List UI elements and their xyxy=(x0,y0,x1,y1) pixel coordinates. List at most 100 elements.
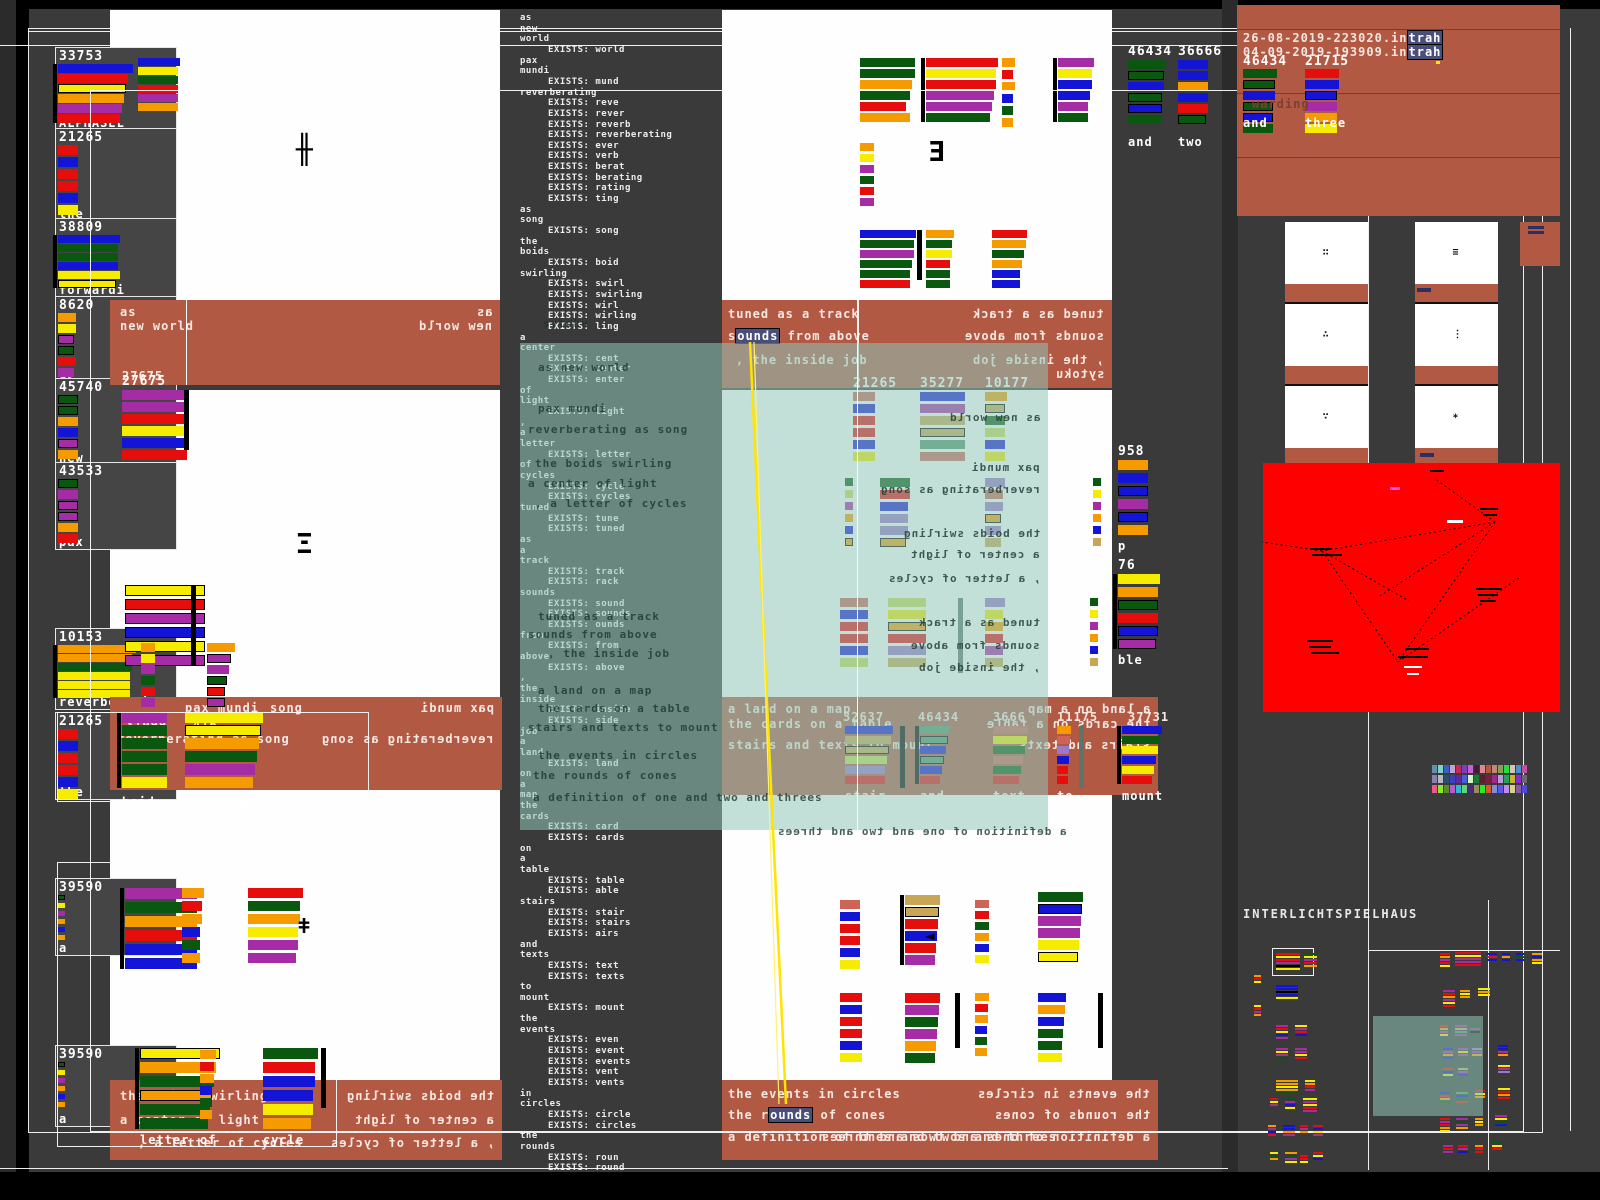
minimap-strip xyxy=(1276,997,1298,999)
color-bar xyxy=(122,390,187,400)
color-bar xyxy=(1057,776,1068,784)
sudoku-cell[interactable]: ∷ xyxy=(1285,222,1368,284)
bottom-bar xyxy=(0,1172,1600,1200)
graph-node-mark xyxy=(1398,656,1428,658)
palette-square xyxy=(1486,765,1491,773)
minimap-strip xyxy=(1303,1110,1317,1112)
color-bar xyxy=(1305,113,1337,122)
minimap-strip xyxy=(1276,1051,1288,1053)
minimap-strip xyxy=(1285,1152,1297,1154)
color-bar xyxy=(1243,69,1277,78)
minimap-strip xyxy=(1487,959,1497,961)
exists-item: EXISTS: ling xyxy=(548,321,620,332)
bar-cluster xyxy=(58,145,78,215)
minimap-strip xyxy=(1498,1088,1510,1090)
color-bar xyxy=(1178,93,1208,102)
minimap-strip xyxy=(1478,991,1490,993)
color-bar xyxy=(926,113,990,122)
exists-item: EXISTS: swirling xyxy=(548,289,643,300)
minimap-strip xyxy=(1313,1131,1323,1133)
color-bar xyxy=(58,450,78,459)
minimap-strip xyxy=(1455,964,1481,966)
minimap-cluster xyxy=(1254,975,1261,983)
trah-selection[interactable]: trah xyxy=(1406,44,1444,60)
selection-highlight[interactable]: ounds xyxy=(768,1107,814,1123)
bar-cluster xyxy=(58,729,78,799)
color-bar xyxy=(926,91,994,100)
word-item: mount xyxy=(520,992,550,1003)
color-bar xyxy=(58,193,78,203)
color-bar xyxy=(1178,60,1208,69)
bar-cluster xyxy=(860,58,915,122)
minimap-strip xyxy=(1456,1121,1468,1123)
color-bar xyxy=(1243,113,1273,122)
minimap-strip xyxy=(1455,961,1481,963)
minimap-strip xyxy=(1303,1104,1317,1106)
graph-node-mark xyxy=(1407,673,1419,675)
palette-square xyxy=(1474,785,1479,793)
cell-strip-edge xyxy=(1415,384,1498,386)
palette-square xyxy=(1522,785,1527,793)
word-item: a xyxy=(520,854,526,865)
color-bar xyxy=(58,1094,65,1099)
minimap-strip xyxy=(1456,1095,1468,1097)
cell-glyph: ∴ xyxy=(1322,329,1329,340)
color-bar xyxy=(182,927,200,937)
exists-item: EXISTS: reve xyxy=(548,98,620,109)
color-bar xyxy=(1038,1041,1062,1050)
cluster-edge-bar xyxy=(120,888,124,969)
canvas-glyph: ╫ xyxy=(296,133,313,166)
color-bar xyxy=(1058,69,1092,78)
word-item: events xyxy=(520,1024,556,1035)
palette-square xyxy=(1516,775,1521,783)
minimap-strip xyxy=(1440,962,1450,964)
color-bar xyxy=(905,943,936,953)
minimap-strip xyxy=(1295,1025,1307,1027)
cluster-label: two xyxy=(1178,135,1203,149)
sudoku-cell[interactable]: ⋮ xyxy=(1415,304,1498,366)
minimap-strip xyxy=(1440,1127,1450,1129)
color-bar xyxy=(58,512,78,521)
minimap-strip xyxy=(1283,1134,1295,1136)
minimap-strip xyxy=(1304,965,1317,967)
sudoku-cell[interactable]: ∵ xyxy=(1285,386,1368,448)
selection-highlight[interactable]: ounds xyxy=(735,328,781,344)
minimap-cluster xyxy=(1276,953,1300,970)
caption-text: as xyxy=(120,305,137,319)
color-bar xyxy=(140,1062,216,1073)
minimap-strip xyxy=(1283,1128,1295,1130)
sudoku-cell[interactable]: ∴ xyxy=(1285,304,1368,366)
minimap-strip xyxy=(1498,1051,1508,1053)
file-entry[interactable]: 04-09-2019-193909.intrah xyxy=(1243,44,1444,60)
color-bar xyxy=(58,903,65,908)
color-bar xyxy=(975,1048,987,1056)
minimap-strip xyxy=(1443,1068,1453,1070)
color-bar xyxy=(58,490,78,499)
cluster-divider-bar xyxy=(184,390,189,450)
minimap-strip xyxy=(1458,1145,1468,1147)
color-bar xyxy=(58,235,120,243)
color-bar xyxy=(1118,600,1158,610)
sudoku-cell[interactable]: ∗ xyxy=(1415,386,1498,448)
color-bar xyxy=(207,654,231,663)
sudoku-cell[interactable]: ≡ xyxy=(1415,222,1498,284)
minimap-strip xyxy=(1495,1118,1507,1120)
minimap-strip xyxy=(1285,1101,1295,1103)
minimap-strip xyxy=(1440,965,1450,967)
minimap-strip xyxy=(1498,1091,1510,1093)
panel-label: and xyxy=(1243,116,1268,130)
minimap-strip xyxy=(1276,994,1298,996)
trah-selection[interactable]: trah xyxy=(1406,30,1444,46)
color-bar xyxy=(58,406,78,415)
color-bar xyxy=(840,1041,862,1050)
minimap-strip xyxy=(1276,1028,1288,1030)
color-bar xyxy=(1038,940,1079,950)
minimap-strip xyxy=(1498,1094,1510,1096)
cell-strip xyxy=(1415,448,1498,466)
color-bar xyxy=(1002,106,1013,115)
file-entry[interactable]: 26-08-2019-223020.intrah xyxy=(1243,30,1444,46)
color-bar xyxy=(58,313,76,322)
color-bar xyxy=(926,102,992,111)
minimap-strip xyxy=(1270,1101,1278,1103)
minimap-strip xyxy=(1440,1034,1448,1036)
